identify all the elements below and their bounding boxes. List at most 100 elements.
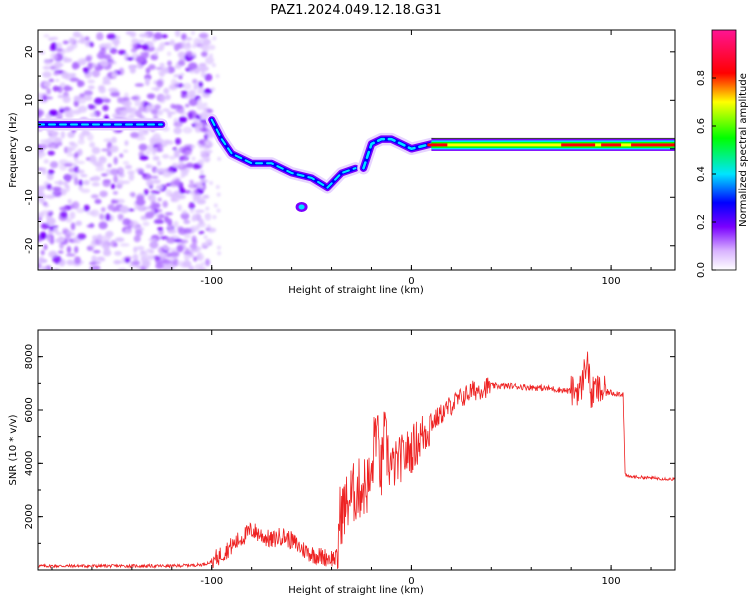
noise-blob [189,209,194,214]
noise-blob [197,251,202,256]
noise-blob [156,142,163,151]
noise-blob [122,161,129,165]
snr-ytick-label: 6000 [24,397,35,422]
noise-blob [178,146,188,154]
noise-blob [200,179,209,183]
noise-blob [130,42,138,48]
noise-blob [212,215,217,220]
noise-blob [164,212,173,216]
noise-blob [179,187,186,195]
noise-blob [68,37,75,45]
noise-blob [176,105,185,114]
noise-blob [201,196,206,201]
chart-title: PAZ1.2024.049.12.18.G31 [270,3,441,18]
noise-blob [200,51,208,57]
noise-blob [88,42,94,48]
noise-blob [130,96,140,100]
noise-blob [146,257,154,261]
colorbar-tick-label: 0.2 [696,214,707,230]
noise-blob [161,67,170,74]
noise-blob [162,266,169,270]
noise-blob [211,63,216,68]
noise-blob [134,83,145,87]
noise-blob [99,190,108,198]
noise-blob [43,81,52,88]
noise-blob [48,134,58,142]
noise-blob [93,63,99,67]
noise-blob [173,149,180,158]
noise-blob [65,112,74,119]
noise-blob [155,262,164,269]
noise-blob [56,112,63,120]
noise-blob [96,52,106,60]
descending-trace [205,113,362,194]
noise-blob [157,197,162,202]
noise-blob [46,183,52,190]
noise-blob [42,65,51,70]
noise-blob [199,184,204,189]
noise-blob [150,190,161,195]
stable-tone-red [631,143,675,147]
noise-blob [43,159,49,164]
noise-blob [189,179,194,184]
noise-blob [39,139,50,144]
noise-blob [194,181,199,186]
noise-blob [199,266,207,270]
noise-blob [57,250,64,254]
noise-blob [63,48,71,53]
noise-blob [170,197,177,203]
noise-blob [39,231,47,240]
noise-blob [101,98,111,103]
noise-blob [86,133,94,142]
noise-blob [42,94,47,102]
noise-blob [110,183,116,190]
noise-blob [206,224,211,229]
noise-blob [70,143,78,148]
noise-blob [91,146,101,155]
noise-blob [50,52,58,61]
noise-blob [87,70,93,77]
noise-blob [66,259,75,266]
noise-blob [154,168,164,173]
noise-blob [75,221,82,226]
noise-blob [77,80,85,87]
noise-blob [146,104,153,112]
snr-xtick-label: -100 [200,576,223,587]
noise-blob [177,204,183,212]
noise-blob [103,245,110,252]
noise-blob [216,208,221,213]
noise-blob [60,82,66,87]
noise-blob [198,230,205,235]
noise-blob [59,206,69,212]
noise-blob [85,55,92,62]
noise-blob [148,64,156,71]
noise-blob [122,218,131,226]
noise-blob [183,82,192,90]
rising-trace [357,132,438,175]
noise-blob [169,155,176,160]
noise-blob [173,43,180,51]
noise-blob [77,34,84,38]
noise-blob [180,212,190,220]
rising-trace-core [362,137,433,170]
noise-blob [68,167,75,173]
noise-blob [63,146,69,154]
noise-blob [145,206,150,210]
snr-background [38,330,675,570]
noise-blob [76,207,85,214]
noise-blob [113,242,118,248]
noise-blob [205,213,210,218]
noise-blob [153,32,163,40]
noise-blob [178,116,188,123]
noise-blob [52,190,62,197]
noise-blob [69,211,76,220]
noise-blob [129,65,136,74]
noise-blob [128,173,135,181]
noise-blob [88,156,97,164]
noise-blob [86,224,95,228]
noise-blob [55,48,63,52]
noise-blob [98,156,107,164]
noise-blob [169,85,178,89]
noise-blob [166,51,172,57]
